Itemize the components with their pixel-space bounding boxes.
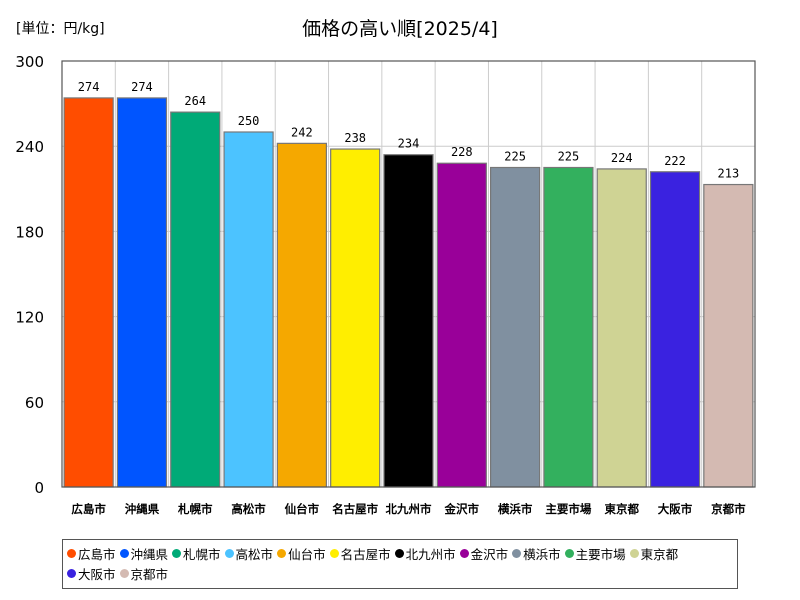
legend-label: 沖縄県 (130, 546, 169, 562)
data-label: 225 (504, 150, 526, 164)
legend-swatch (67, 568, 76, 578)
legend-item: 主要市場 (564, 543, 626, 563)
data-label: 222 (664, 154, 686, 168)
legend-item: 北九州市 (394, 543, 456, 563)
y-tick-label: 0 (34, 479, 44, 497)
data-label: 234 (398, 137, 420, 151)
legend-label: 高松市 (235, 546, 274, 562)
bar-2 (170, 111, 221, 488)
x-tick-label: 仙台市 (285, 502, 320, 516)
x-tick-label: 主要市場 (545, 502, 591, 516)
y-tick-label: 300 (15, 53, 44, 71)
data-label: 225 (558, 150, 580, 164)
y-tick-label: 240 (15, 138, 44, 156)
x-tick-label: 京都市 (711, 502, 746, 516)
bar-6 (383, 154, 434, 488)
legend-swatch (329, 548, 339, 558)
legend-item: 名古屋市 (329, 543, 391, 563)
legend-item: 大阪市 (67, 563, 116, 583)
unit-label: [単位：円/kg] (16, 21, 105, 37)
x-tick-label: 広島市 (71, 502, 106, 516)
legend-label: 北九州市 (405, 546, 456, 562)
legend-swatch (512, 548, 522, 558)
data-label: 274 (131, 80, 153, 94)
bar-3 (223, 131, 274, 488)
bar-0 (63, 97, 114, 488)
y-tick-label: 120 (15, 309, 44, 327)
legend-item: 高松市 (224, 543, 274, 563)
x-tick-label: 大阪市 (658, 502, 693, 516)
legend-label: 札幌市 (183, 546, 221, 562)
x-tick-label: 高松市 (231, 502, 266, 516)
legend-label: 広島市 (78, 546, 116, 562)
legend-label: 金沢市 (470, 546, 509, 562)
bar-12 (703, 183, 754, 488)
legend-swatch (459, 548, 469, 558)
legend-label: 名古屋市 (340, 546, 391, 562)
legend-item: 沖縄県 (119, 543, 169, 563)
legend-swatch (119, 568, 129, 578)
legend-label: 京都市 (130, 566, 169, 582)
bar-8 (489, 166, 541, 488)
legend-label: 東京都 (640, 546, 679, 562)
x-tick-label: 金沢市 (444, 502, 480, 516)
bar-1 (116, 97, 168, 488)
legend-item: 横浜市 (512, 543, 561, 563)
legend-swatch (394, 548, 404, 558)
legend-swatch (224, 548, 234, 558)
data-label: 264 (184, 94, 206, 108)
legend-item: 京都市 (119, 563, 169, 583)
legend-swatch (629, 548, 639, 558)
x-tick-label: 北九州市 (386, 502, 432, 516)
data-label: 242 (291, 125, 313, 139)
legend-swatch (172, 548, 182, 558)
bar-5 (330, 148, 381, 488)
x-tick-label: 横浜市 (498, 502, 533, 516)
x-tick-label: 東京都 (604, 502, 639, 516)
bar-10 (596, 168, 647, 488)
data-label: 274 (78, 80, 100, 94)
bar-7 (436, 162, 487, 488)
legend-swatch (119, 548, 129, 558)
data-label: 224 (611, 151, 633, 165)
x-tick-label: 名古屋市 (332, 502, 378, 516)
bar-4 (276, 142, 328, 488)
legend-label: 横浜市 (523, 546, 561, 562)
chart-legend: 広島市 沖縄県 札幌市 高松市 仙台市 名古屋市 北九州市 金沢市 横浜市 主要市場 東京都大阪市京… (62, 539, 738, 589)
x-tick-label: 札幌市 (177, 502, 213, 516)
y-tick-label: 60 (25, 394, 44, 412)
legend-item: 仙台市 (277, 543, 326, 563)
data-label: 213 (718, 167, 740, 181)
chart-title: 価格の高い順[2025/4] (302, 18, 498, 40)
legend-item: 東京都 (629, 543, 679, 563)
y-tick-label: 180 (15, 223, 44, 241)
x-tick-label: 沖縄県 (125, 502, 160, 516)
data-label: 228 (451, 145, 473, 159)
data-label: 238 (344, 131, 366, 145)
legend-item: 金沢市 (459, 543, 509, 563)
data-label: 250 (238, 114, 260, 128)
plot-frame (61, 60, 756, 488)
legend-label: 仙台市 (288, 546, 326, 562)
legend-swatch (277, 548, 287, 558)
legend-item: 広島市 (67, 543, 116, 563)
legend-item: 札幌市 (172, 543, 221, 563)
legend-label: 大阪市 (78, 566, 116, 582)
bar-11 (649, 171, 701, 488)
legend-swatch (564, 548, 574, 558)
legend-swatch (67, 548, 76, 558)
bar-9 (543, 166, 594, 488)
legend-label: 主要市場 (575, 546, 626, 562)
